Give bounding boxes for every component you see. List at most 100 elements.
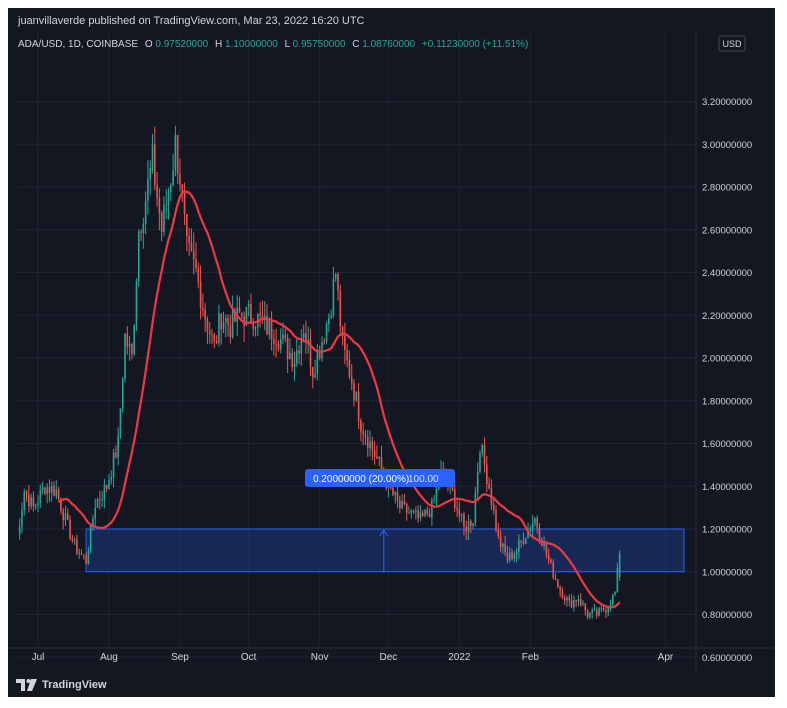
candle-body [112,452,115,478]
candle-body [66,513,69,520]
candle-body [605,610,607,613]
candle-body [250,304,252,322]
candle-body [273,338,275,344]
candle-body [119,408,122,436]
y-tick-label: 2.60000000 [702,225,752,236]
measure-tool[interactable] [85,528,685,573]
y-tick-label: 2.00000000 [702,354,752,365]
legend-symbol: ADA/USD, 1D, COINBASE [18,39,138,50]
candle-body [279,338,282,350]
candle-body [121,378,124,409]
candle-body [222,321,225,330]
y-tick-label: 0.60000000 [702,653,752,664]
candle-body [595,609,598,616]
candle-body [231,309,234,338]
candle-body [325,323,328,342]
legend-line: ADA/USD, 1D, COINBASE O 0.97520000 H 1.1… [18,39,528,50]
candle-body [224,318,227,322]
candle-body [522,540,525,544]
candle-body [32,496,35,507]
candle-body [282,334,284,339]
candle-body [307,339,310,343]
candle-body [360,420,362,432]
candle-body [488,484,490,489]
currency-badge[interactable]: USD [718,35,746,52]
candle-body [241,312,243,317]
price-chart[interactable]: 0.20000000 (20.00%)100.00 3.20000000 3.00… [8,8,775,697]
candle-body [126,333,129,347]
candle-body [323,341,326,343]
candle-body [133,325,135,355]
candle-body [30,496,32,507]
candle-body [165,204,168,206]
y-tick-label: 1.20000000 [702,525,752,536]
candle-body [513,554,516,560]
candle-body [467,520,470,532]
y-tick-label: 1.40000000 [702,482,752,493]
candle-body [149,168,152,180]
candle-body [50,485,53,493]
candle-body [529,529,532,531]
candle-body [181,184,184,192]
candle-body [607,607,610,613]
y-tick-label: 1.60000000 [702,439,752,450]
candle-body [373,450,376,457]
candle-body [332,279,335,316]
candle-body [199,281,202,308]
candle-body [312,367,314,378]
candle-body [495,510,497,531]
measure-label-overlap-text: 100.00 [408,474,439,485]
candle-body [144,200,147,225]
candle-body [559,586,561,591]
legend-change: +0.11230000 (+11.51%) [422,39,528,50]
candle-body [575,600,577,602]
candle-body [92,518,94,525]
candle-body [405,503,408,513]
candle-body [579,599,582,605]
candle-body [557,579,559,587]
candle-body [376,456,378,459]
candle-body [589,613,591,618]
candle-body [243,316,245,326]
tradingview-logo: TradingView [16,679,107,691]
candle-body [410,510,413,513]
measure-arrowhead [379,529,389,537]
candle-body [511,552,513,560]
candle-body [465,526,468,532]
candle-body [94,507,97,519]
candle-body [298,350,300,354]
candle-body [506,552,509,561]
candle-body [83,554,85,556]
candle-body [37,502,39,505]
candle-body [552,562,555,578]
candle-body [124,333,126,379]
candle-body [197,268,200,282]
y-tick-label: 1.00000000 [702,567,752,578]
candle-body [568,597,571,600]
candle-body [263,315,266,320]
candle-body [602,608,605,611]
candle-body [497,530,500,537]
x-tick-label: Oct [241,652,257,663]
candle-body [479,453,481,472]
candle-body [577,599,580,602]
candle-body [435,488,438,499]
candle-body [362,431,364,435]
candle-body [618,553,621,578]
x-tick-label: Nov [311,652,329,663]
x-tick-label: 2022 [448,652,471,663]
candle-body [188,236,190,243]
candle-body [518,540,520,552]
candle-body [218,313,220,343]
candle-body [44,487,46,494]
candle-body [170,184,172,192]
candle-body [71,539,74,541]
x-tick-label: Jul [32,652,45,663]
candle-body [55,489,58,496]
legend-close-label: C [352,39,359,50]
candle-body [115,452,117,458]
candle-body [593,609,596,611]
legend-low-value: 0.95750000 [293,39,346,50]
publish-header: juanvillaverde published on TradingView.… [18,15,365,27]
candle-body [474,492,477,524]
